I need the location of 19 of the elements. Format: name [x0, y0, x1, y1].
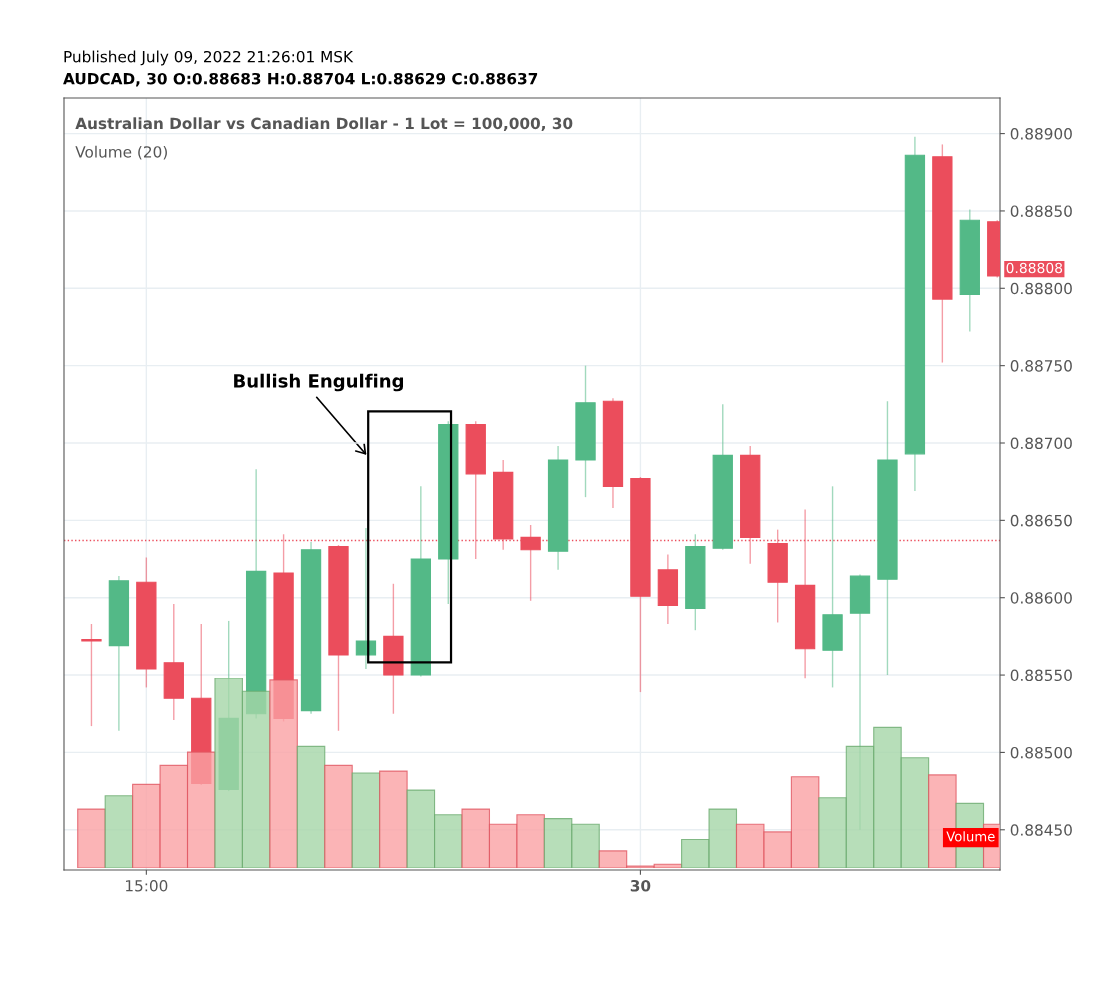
chart-subtitle: AUDCAD, 30 O:0.88683 H:0.88704 L:0.88629 C:0.88637: [63, 72, 538, 87]
chart-title: Published July 09, 2022 21:26:01 MSK: [64, 50, 354, 66]
x-tick-label: 30: [630, 879, 651, 892]
y-tick-label: 0.88600: [1010, 592, 1072, 604]
y-tick-label: 0.88800: [1010, 282, 1072, 295]
y-tick-label: 0.88500: [1010, 746, 1072, 759]
x-tick-label: 15:00: [126, 879, 168, 892]
y-tick-label: 0.88700: [1010, 437, 1072, 450]
y-tick-label: 0.88550: [1010, 669, 1072, 682]
annotation: Bullish Engulfing: [234, 373, 404, 392]
annotation: Volume: [946, 831, 995, 842]
annotation: Australian Dollar vs Canadian Dollar - 1 Lot = 100,000, 30: [75, 117, 573, 132]
text: 0.88808: [1006, 262, 1063, 274]
chart-title: Volume (20): [75, 145, 167, 160]
y-tick-label: 0.88850: [1010, 205, 1072, 217]
y-tick-label: 0.88650: [1010, 514, 1072, 527]
y-tick-label: 0.88450: [1010, 824, 1072, 836]
y-tick-label: 0.88900: [1010, 128, 1072, 140]
y-tick-label: 0.88750: [1010, 360, 1072, 372]
